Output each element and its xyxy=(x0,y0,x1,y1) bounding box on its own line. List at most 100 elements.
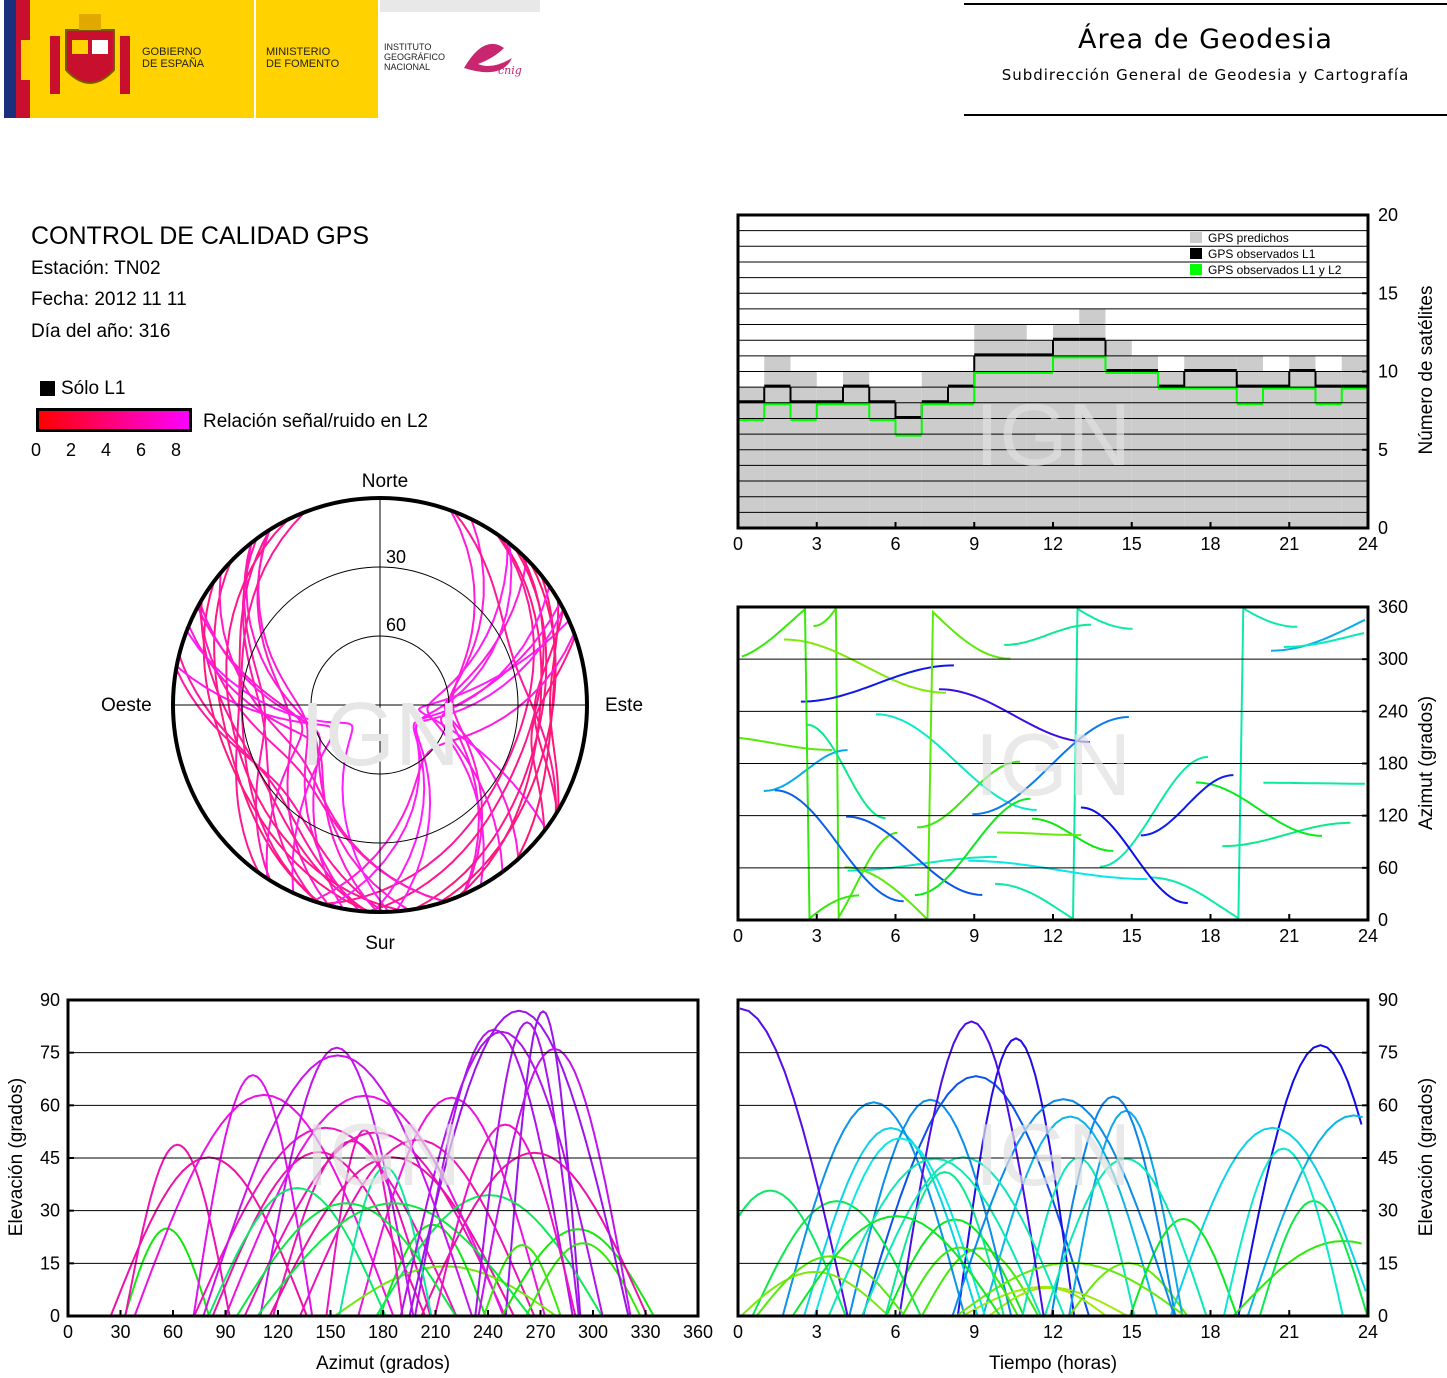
skyplot-track xyxy=(367,553,545,913)
azimuth-track xyxy=(1140,774,1234,837)
logo-strip xyxy=(4,0,540,118)
elevation-time-track xyxy=(861,1156,1066,1317)
skyplot-tracks xyxy=(175,510,577,913)
elevation-time-track xyxy=(884,1170,1005,1317)
elevation-time-track xyxy=(1050,1095,1177,1317)
x-tick-label: 12 xyxy=(1043,534,1063,554)
snr-tick: 8 xyxy=(171,440,182,460)
header-logos: GOBIERNO DE ESPAÑA MINISTERIO DE FOMENTO… xyxy=(4,0,540,118)
elevation-azimuth-track xyxy=(399,1030,604,1317)
x-tick-label: 270 xyxy=(525,1322,555,1342)
y-tick-label: 0 xyxy=(1378,518,1388,538)
y-tick-label: 0 xyxy=(50,1306,60,1326)
legend-label: GPS observados L1 xyxy=(1208,247,1316,261)
elevation-time-track xyxy=(827,1157,1042,1317)
snr-colorbar-label: Relación señal/ruido en L2 xyxy=(203,411,428,432)
skyplot-track xyxy=(312,632,576,902)
y-tick-label: 20 xyxy=(1378,205,1398,225)
elevation-azimuth-track xyxy=(525,1242,642,1317)
predicted-bar xyxy=(764,355,791,528)
skyplot-track xyxy=(245,542,410,911)
azimuth-track xyxy=(1270,618,1366,652)
elevation-time-track xyxy=(1043,1157,1208,1317)
skyplot-track xyxy=(426,542,509,887)
x-tick-label: 180 xyxy=(368,1322,398,1342)
elevation-azimuth-track xyxy=(259,1046,415,1317)
elevation-azimuth-tracks xyxy=(109,1009,655,1317)
elevation-time-track xyxy=(898,1020,1045,1317)
skyplot-track xyxy=(330,543,513,907)
skyplot-track xyxy=(533,608,565,813)
skyplot-track xyxy=(440,602,561,872)
x-tick-label: 24 xyxy=(1358,1322,1378,1342)
y-tick-label: 60 xyxy=(1378,1095,1398,1115)
azimuth-track xyxy=(1004,623,1092,646)
x-tick-label: 15 xyxy=(1122,926,1142,946)
y-tick-label: 360 xyxy=(1378,597,1408,617)
elevation-time-track xyxy=(951,1098,1176,1317)
y-tick-label: 60 xyxy=(40,1095,60,1115)
elevation-azimuth-track xyxy=(482,1244,562,1317)
y-axis-label: Número de satélites xyxy=(1416,286,1437,455)
azimuth-track xyxy=(917,760,1021,829)
azimuth-track xyxy=(1283,632,1365,648)
azimuth-track xyxy=(783,638,947,694)
predicted-bar xyxy=(1053,324,1080,528)
elevation-azimuth-track xyxy=(477,1047,632,1317)
elevation-azimuth-track xyxy=(207,1186,387,1317)
header-rule-bottom xyxy=(964,114,1447,116)
x-tick-label: 0 xyxy=(63,1322,73,1342)
elevation-time-track xyxy=(921,1247,1040,1317)
skyplot-track xyxy=(175,665,335,893)
north-label: Norte xyxy=(362,471,408,492)
predicted-bar xyxy=(1184,355,1211,528)
x-tick-label: 9 xyxy=(969,926,979,946)
azimuth-track xyxy=(972,716,1129,816)
y-tick-label: 120 xyxy=(1378,806,1408,826)
skyplot-track xyxy=(242,538,317,903)
l1-only-swatch xyxy=(40,381,55,396)
elevation-time-tracks xyxy=(737,1007,1369,1317)
legend-swatch-l1 xyxy=(1190,248,1202,259)
y-tick-label: 0 xyxy=(1378,1306,1388,1326)
x-tick-label: 12 xyxy=(1043,1322,1063,1342)
y-tick-label: 300 xyxy=(1378,649,1408,669)
elevation-time-track xyxy=(1222,1147,1344,1317)
predicted-bar xyxy=(1000,324,1027,528)
elevation-time-track xyxy=(901,1246,1019,1317)
elevation-azimuth-track xyxy=(193,1126,458,1317)
elevation-azimuth-track xyxy=(334,1265,557,1317)
predicted-bar xyxy=(1341,355,1368,528)
x-tick-label: 0 xyxy=(733,534,743,554)
y-tick-label: 15 xyxy=(1378,283,1398,303)
y-tick-label: 5 xyxy=(1378,440,1388,460)
azimuth-tracks xyxy=(738,605,1366,922)
x-tick-label: 210 xyxy=(420,1322,450,1342)
chart-legend: GPS predichos GPS observados L1 GPS obse… xyxy=(1190,231,1342,277)
azimuth-track xyxy=(968,859,1148,881)
y-tick-label: 10 xyxy=(1378,362,1398,382)
azimuth-track xyxy=(1099,755,1209,868)
elevation-time-track xyxy=(1258,1199,1369,1317)
x-tick-label: 300 xyxy=(578,1322,608,1342)
south-label: Sur xyxy=(365,933,395,954)
x-tick-label: 18 xyxy=(1200,534,1220,554)
elevation-time-track xyxy=(803,1126,979,1317)
elevation-azimuth-track xyxy=(243,1131,506,1317)
azimuth-track xyxy=(846,815,983,896)
elevation-azimuth-track xyxy=(504,1010,582,1317)
predicted-bar xyxy=(1289,355,1316,528)
x-tick-label: 21 xyxy=(1279,926,1299,946)
elevation-time-track xyxy=(781,1101,966,1317)
header-rule-top xyxy=(964,3,1447,5)
elevation-time-track xyxy=(848,1098,1013,1317)
x-tick-label: 240 xyxy=(473,1322,503,1342)
azimuth-track xyxy=(813,605,898,921)
y-tick-label: 90 xyxy=(1378,990,1398,1010)
ministerio-panel xyxy=(256,0,378,118)
y-axis-label: Elevación (grados) xyxy=(1416,1078,1437,1236)
y-tick-label: 240 xyxy=(1378,701,1408,721)
elevation-azimuth-track xyxy=(378,1223,487,1317)
skyplot-track xyxy=(530,635,577,832)
header-right: Área de Geodesia Subdirección General de… xyxy=(964,0,1447,118)
